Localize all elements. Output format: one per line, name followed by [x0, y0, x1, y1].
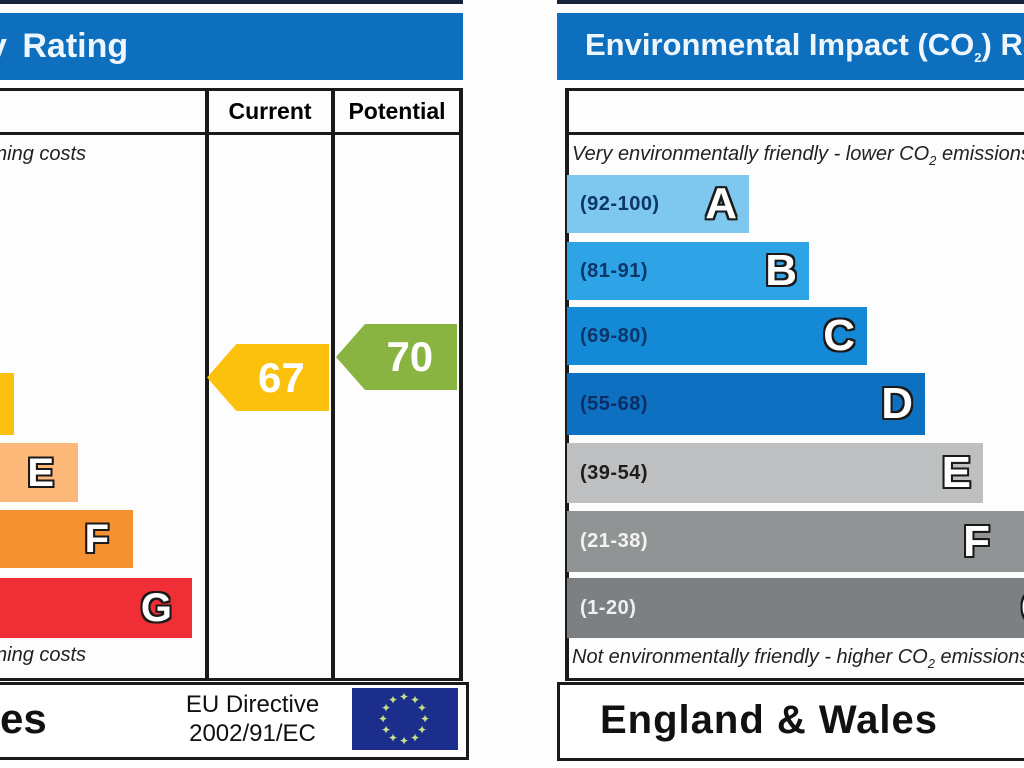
co2-band-a-letter: A [705, 179, 737, 228]
energy-rating-title: y Rating [0, 27, 129, 65]
band-e-letter: E [27, 450, 54, 495]
right-table-headrow-border [565, 132, 1024, 135]
current-column-header: Current [228, 98, 312, 124]
current-rating-value: 67 [258, 353, 305, 401]
eu-flag-icon: ✦ ✦ ✦ ✦ ✦ ✦ ✦ ✦ ✦ ✦ ✦ ✦ [352, 688, 458, 750]
band-g-partial: G [0, 578, 192, 638]
co2-band-f: (21-38) F [567, 511, 1024, 572]
co2-band-a-range: (92-100) [580, 192, 660, 215]
environmental-impact-title: Environmental Impact (CO2) Rating [585, 27, 1024, 66]
band-f-letter: F [84, 517, 109, 561]
co2-band-e: (39-54) E [567, 443, 983, 503]
band-f-partial: F [0, 510, 133, 568]
co2-band-d: (55-68) D [567, 373, 925, 435]
co2-band-e-range: (39-54) [580, 461, 648, 484]
co2-band-e-letter: E [941, 448, 971, 497]
left-table-right-border [459, 88, 463, 681]
region-label: England & Wales [600, 698, 939, 742]
left-table-bottom-border [0, 678, 463, 681]
co2-top-note: Very environmentally friendly - lower CO… [572, 143, 1024, 168]
co2-band-d-range: (55-68) [580, 392, 648, 415]
co2-band-b-range: (81-91) [580, 259, 648, 282]
co2-band-c-letter: C [823, 311, 855, 360]
right-footer [557, 682, 1024, 761]
right-table-bottom-border [565, 678, 1024, 681]
current-rating-arrow: 67 [207, 344, 329, 411]
energy-bottom-note-fragment: ning costs [0, 644, 87, 666]
right-table-top-border [565, 88, 1024, 91]
top-crop-line-right [557, 0, 1024, 4]
potential-rating-arrow: 70 [336, 324, 457, 390]
co2-band-f-range: (21-38) [580, 530, 648, 552]
potential-rating-value: 70 [386, 333, 434, 380]
energy-rating-header: y Rating [0, 13, 463, 80]
co2-band-g: (1-20) G [567, 578, 1024, 638]
environmental-impact-header: Environmental Impact (CO2) Rating [557, 13, 1024, 80]
co2-band-c-range: (69-80) [580, 324, 648, 347]
eu-directive-label: EU Directive 2002/91/EC [185, 691, 320, 747]
potential-column-header: Potential [348, 98, 446, 124]
region-fragment: es [0, 695, 47, 742]
band-e-partial: E [0, 443, 78, 502]
energy-top-note-fragment: ning costs [0, 143, 87, 165]
top-crop-line-left [0, 0, 463, 4]
co2-band-g-letter: G [1021, 586, 1024, 630]
co2-bottom-note: Not environmentally friendly - higher CO… [572, 646, 1024, 671]
co2-band-d-letter: D [881, 379, 913, 428]
co2-band-b: (81-91) B [567, 242, 809, 300]
co2-band-a: (92-100) A [567, 175, 749, 233]
co2-band-b-letter: B [765, 246, 797, 295]
co2-band-f-letter: F [963, 516, 990, 566]
left-table-divider-1 [205, 88, 209, 681]
left-table-headrow-border [0, 132, 463, 135]
co2-band-c: (69-80) C [567, 307, 867, 365]
co2-band-g-range: (1-20) [580, 596, 637, 619]
band-g-letter: G [140, 586, 172, 630]
band-d-partial [0, 373, 14, 435]
left-table-top-border [0, 88, 463, 91]
left-table-divider-2 [331, 88, 335, 681]
